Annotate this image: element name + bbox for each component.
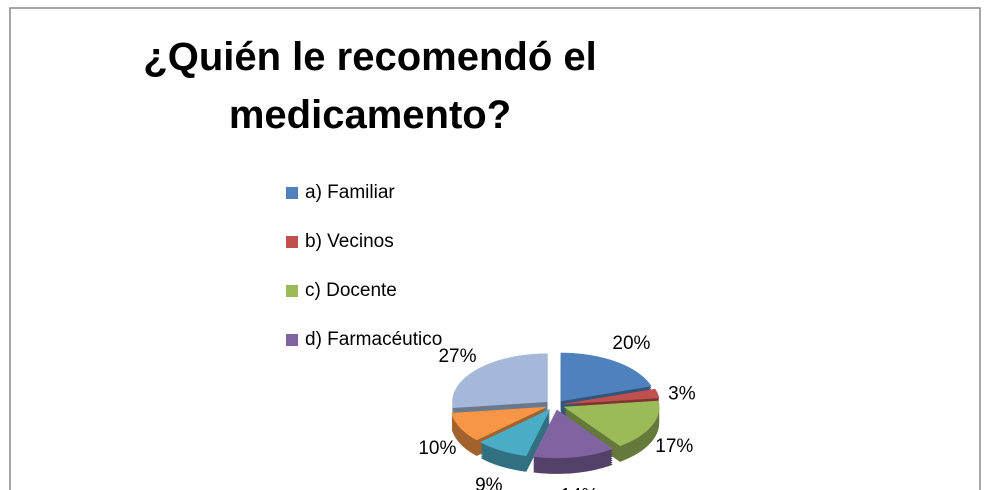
legend-label: a) Familiar xyxy=(305,182,395,203)
slice-top xyxy=(564,388,660,405)
pie-slice xyxy=(532,409,614,474)
pie-slice xyxy=(452,353,548,424)
pie-slice xyxy=(563,400,660,462)
slice-top xyxy=(560,352,652,402)
slice-top xyxy=(451,406,547,441)
data-label: 27% xyxy=(438,346,476,367)
legend-swatch xyxy=(286,187,298,199)
data-label: 14% xyxy=(560,486,598,490)
chart-title: ¿Quién le recomendó el medicamento? xyxy=(143,35,597,137)
chart-frame xyxy=(9,7,981,490)
data-label: 10% xyxy=(418,438,456,459)
data-label: 20% xyxy=(612,333,650,354)
pie-slice xyxy=(480,408,551,472)
legend-swatch xyxy=(286,334,298,346)
slice-top xyxy=(452,353,548,408)
legend-label: b) Vecinos xyxy=(305,231,394,252)
slice-top xyxy=(480,408,551,457)
legend-label: d) Farmacéutico xyxy=(305,329,442,350)
slice-top xyxy=(532,409,614,459)
data-label: 9% xyxy=(475,475,503,490)
legend-swatch xyxy=(286,236,298,248)
data-label: 17% xyxy=(655,436,693,457)
legend-swatch xyxy=(286,285,298,297)
legend-label: c) Docente xyxy=(305,280,397,301)
slice-top xyxy=(563,400,660,447)
data-label: 3% xyxy=(668,383,696,404)
